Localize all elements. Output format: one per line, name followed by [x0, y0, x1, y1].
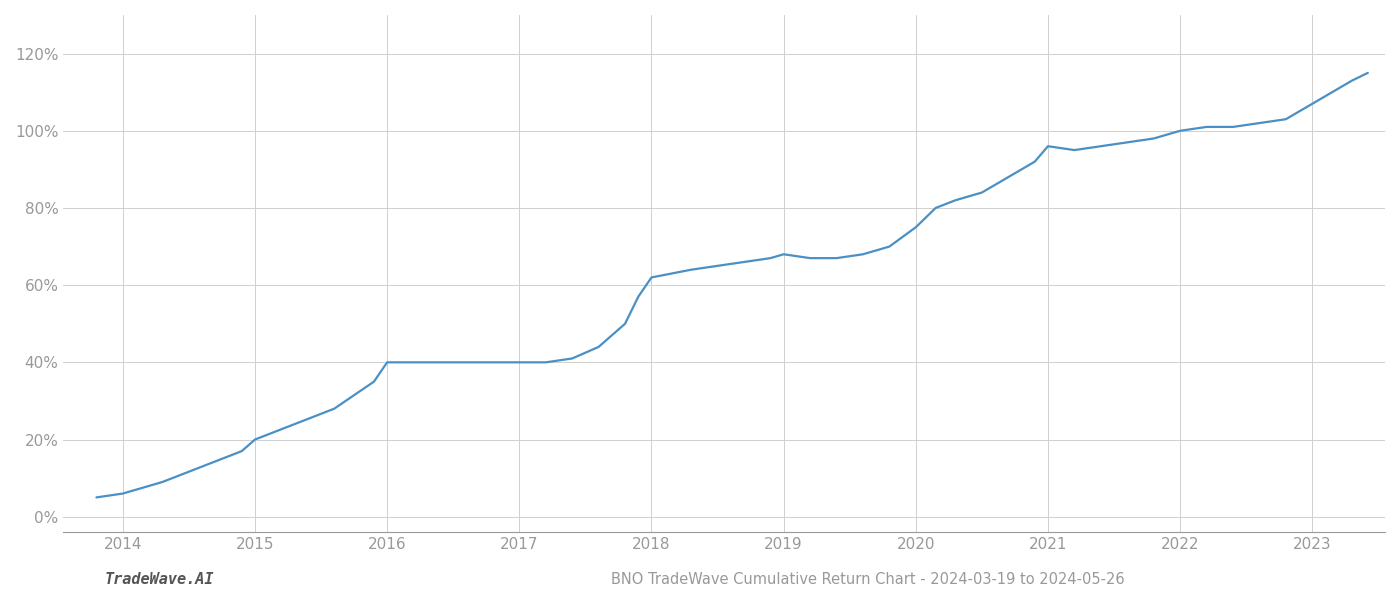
- Text: TradeWave.AI: TradeWave.AI: [105, 572, 214, 587]
- Text: BNO TradeWave Cumulative Return Chart - 2024-03-19 to 2024-05-26: BNO TradeWave Cumulative Return Chart - …: [612, 572, 1124, 587]
